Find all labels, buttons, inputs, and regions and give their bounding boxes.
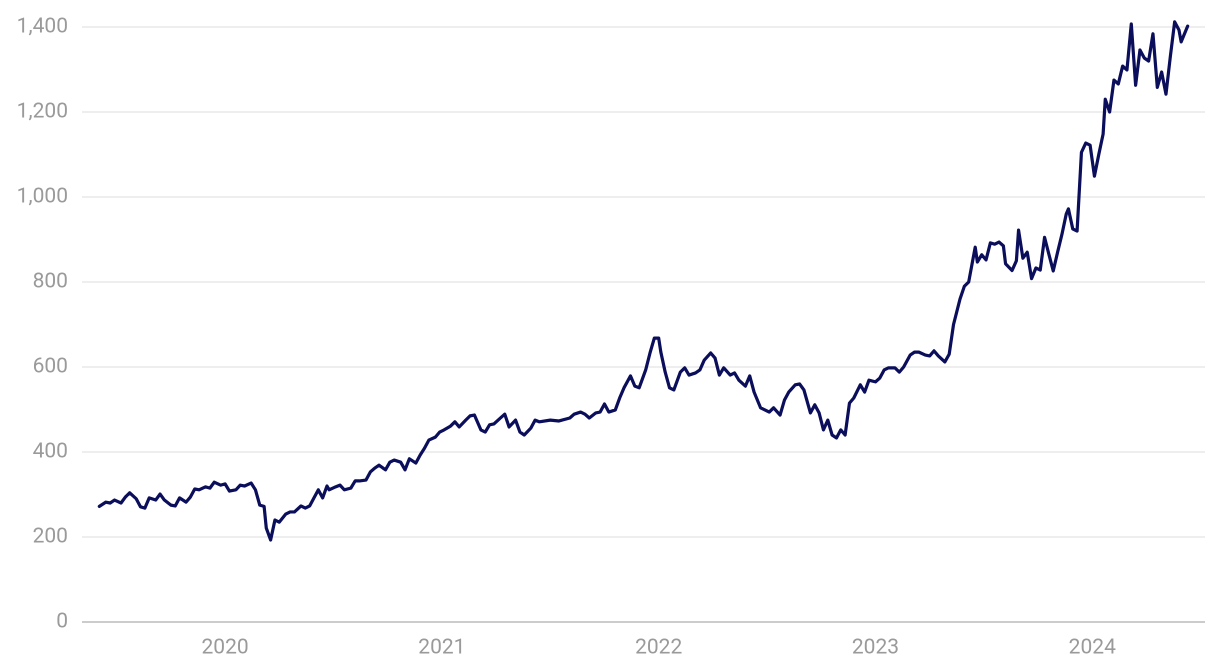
y-tick-label: 0 (56, 610, 68, 634)
x-tick-label: 2021 (418, 636, 465, 660)
y-tick-label: 1,000 (17, 185, 68, 209)
y-tick-label: 400 (33, 440, 68, 464)
y-tick-label: 800 (33, 270, 68, 294)
y-tick-label: 200 (33, 525, 68, 549)
price-line (97, 20, 1190, 542)
x-tick-label: 2022 (635, 636, 682, 660)
y-tick-label: 1,200 (17, 100, 68, 124)
x-tick-label: 2024 (1069, 636, 1116, 660)
y-tick-label: 600 (33, 355, 68, 379)
y-tick-label: 1,400 (17, 15, 68, 39)
x-tick-label: 2023 (852, 636, 899, 660)
x-tick-label: 2020 (201, 636, 248, 660)
